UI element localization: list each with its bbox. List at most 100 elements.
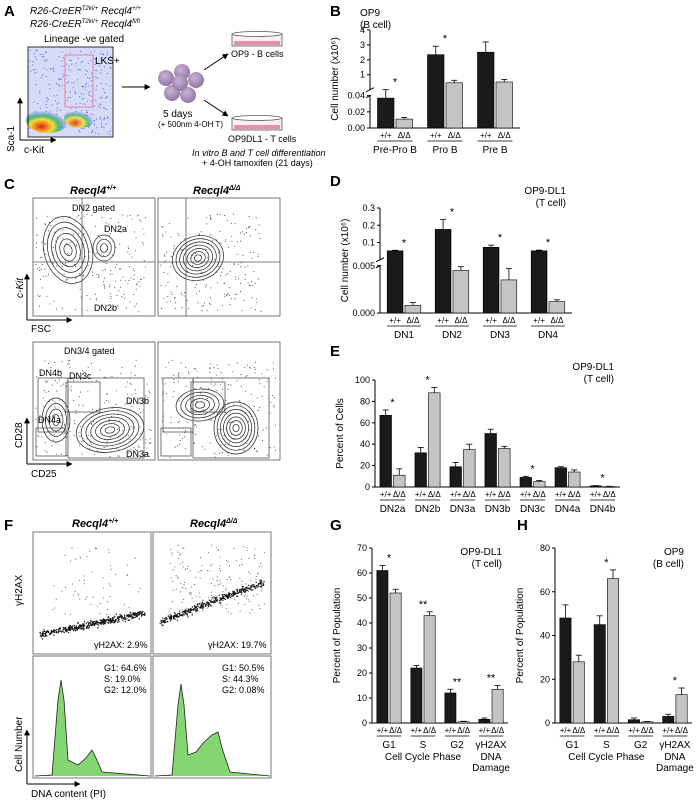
genotype-label: +/+ (520, 490, 532, 499)
axis-break-mark (375, 257, 385, 263)
panel-a-letter: A (4, 3, 15, 20)
chart-b: B 0.00 0.02 0.04 1 2 3 4 Cell number (x10⁶) OP9(B… (330, 3, 521, 156)
c-col1-title: Recql4+/+ (70, 185, 116, 197)
y-tick-label: 60 (540, 587, 550, 597)
extra-label: Damage (656, 763, 694, 774)
bar (444, 692, 457, 724)
chart-g: G 0 10 20 30 40 50 60 70 Percent of Population OP9… (330, 517, 510, 774)
genotype-label: +/+ (437, 316, 449, 325)
genotype-label: +/+ (380, 131, 392, 140)
bar (423, 615, 436, 724)
significance-mark: * (498, 232, 503, 244)
genotype-label: +/+ (590, 490, 602, 499)
lks-gate (64, 54, 94, 108)
c-dn3c: DN3c (69, 371, 92, 381)
days-label: 5 days (163, 109, 192, 120)
bar (533, 481, 546, 488)
bar (452, 270, 470, 314)
group-label: G2 (634, 740, 648, 751)
y-tick-label: 0.02 (347, 107, 365, 117)
y-tick-label: 40 (360, 439, 370, 449)
bar (449, 466, 462, 488)
group-label: Pro B (432, 145, 457, 156)
c-gate-bottom: DN3/4 gated (64, 346, 115, 356)
bar (445, 82, 463, 129)
bar (500, 279, 518, 314)
group-label: γH2AX (475, 740, 506, 751)
genotype-label: +/+ (430, 131, 442, 140)
c-dn3a: DN3a (126, 449, 149, 459)
bar (428, 392, 441, 488)
group-label: DN2 (442, 330, 462, 341)
y-tick-label: 70 (357, 543, 367, 553)
genotype-label: +/+ (662, 726, 674, 735)
genotype-label: Δ/Δ (572, 726, 586, 735)
genotype-label: +/+ (450, 490, 462, 499)
y-tick-label: 60 (357, 568, 367, 578)
y-tick-label: 3 (360, 40, 365, 50)
y-tick-label: 0 (545, 718, 550, 728)
genotype-1: R26-CreERT2ki/+ Recql4+/+ (30, 6, 141, 17)
c-bottom-ylabel: CD28 (14, 422, 25, 448)
bar (410, 667, 423, 724)
bar (389, 592, 402, 724)
y-tick-label: 0.1 (362, 238, 375, 248)
genotype-label: Δ/Δ (463, 490, 477, 499)
c-dn4b: DN4b (39, 368, 62, 378)
c-top-xlabel: FSC (31, 324, 51, 335)
f-hist-xlabel: DNA content (PI) (31, 789, 106, 800)
genotype-label: +/+ (485, 316, 497, 325)
y-tick-label: 0 (362, 718, 367, 728)
c-bottom-ko (157, 341, 281, 461)
f-wt-g1: G1: 64.6% (104, 663, 147, 673)
genotype-label: Δ/Δ (406, 316, 420, 325)
genotype-label: Δ/Δ (675, 726, 689, 735)
bar (568, 471, 581, 488)
y-tick-label: 40 (540, 631, 550, 641)
genotype-label: +/+ (533, 316, 545, 325)
genotype-label: +/+ (479, 726, 491, 735)
genotype-2: R26-CreERT2ki/+ Recql4fl/fl (30, 19, 140, 30)
chart-subtitle: (T cell) (472, 559, 502, 570)
bar (675, 694, 688, 724)
chart-letter-d: D (330, 173, 341, 190)
y-tick-label: 80 (360, 396, 370, 406)
genotype-label: Δ/Δ (423, 726, 437, 735)
c-top-ylabel: c-Kit (15, 277, 26, 298)
genotype-label: Δ/Δ (502, 316, 516, 325)
y-tick-label: 20 (540, 674, 550, 684)
genotype-label: +/+ (628, 726, 640, 735)
genotype-label: Δ/Δ (457, 726, 471, 735)
c-bottom-xlabel: CD25 (31, 469, 57, 480)
significance-mark: * (604, 557, 609, 569)
cell-cluster-icon (158, 64, 204, 103)
bar (593, 624, 606, 724)
group-label: Pre-Pro B (373, 145, 417, 156)
genotype-label: Δ/Δ (398, 131, 412, 140)
bar (393, 474, 406, 488)
y-tick-label: 20 (360, 461, 370, 471)
bar (662, 716, 675, 724)
genotype-label: Δ/Δ (454, 316, 468, 325)
group-label: DN1 (394, 330, 414, 341)
treatment-label: (+ 500nm 4-OH T) (158, 120, 223, 129)
f-col1-title: Recql4+/+ (72, 518, 118, 530)
c-dn3b: DN3b (126, 396, 149, 406)
bar (379, 414, 392, 488)
chart-title: OP9-DL1 (572, 362, 614, 373)
y-tick-label: 10 (357, 693, 367, 703)
c-gate-top: DN2 gated (72, 203, 115, 213)
genotype-label: +/+ (411, 726, 423, 735)
significance-mark: * (402, 237, 407, 249)
significance-mark: * (387, 553, 392, 565)
extra-label: DNA (664, 752, 685, 763)
y-tick-label: 100 (355, 375, 370, 385)
group-label: S (603, 740, 610, 751)
y-tick-label: 0.2 (362, 220, 375, 230)
y-tick-label: 0.000 (352, 308, 375, 318)
significance-mark: ** (453, 676, 462, 688)
f-ko-g2: G2: 0.08% (222, 685, 265, 695)
genotype-label: +/+ (555, 490, 567, 499)
bar (589, 485, 602, 488)
